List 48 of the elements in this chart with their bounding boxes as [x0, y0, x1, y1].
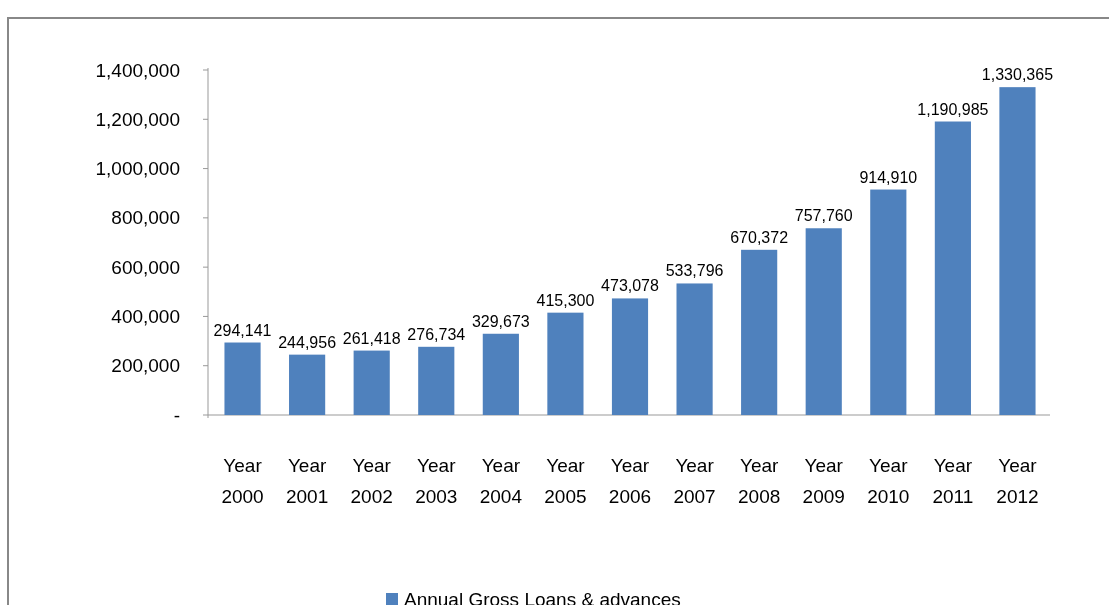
bar [482, 333, 519, 415]
bar [870, 189, 907, 415]
y-tick-label: 200,000 [111, 355, 180, 377]
x-tick-label: Year 2004 [479, 455, 523, 507]
bar [805, 228, 842, 415]
text: 473,078 [601, 277, 659, 295]
legend-label: Annual Gross Loans & advances [404, 588, 681, 605]
x-tick-label: Year 2012 [996, 455, 1039, 507]
bar [289, 354, 326, 415]
text: 670,372 [730, 228, 789, 246]
bar [934, 121, 971, 415]
text: 914,910 [859, 168, 918, 186]
x-tick-label: Year 2007 [673, 455, 716, 507]
y-tick-label: 1,000,000 [95, 158, 180, 180]
x-tick-label: Year 2005 [544, 455, 587, 507]
x-tick-label: Year 2000 [221, 455, 264, 507]
text: 415,300 [536, 291, 595, 309]
y-tick-label: 800,000 [111, 207, 180, 229]
text: 294,141 [213, 321, 272, 339]
text: 1,190,985 [917, 100, 989, 118]
text: 244,956 [278, 333, 337, 351]
bar [999, 87, 1036, 415]
x-tick-label: Year 2001 [285, 455, 329, 507]
x-tick-label: Year 2009 [802, 455, 845, 507]
bar [224, 342, 261, 415]
y-tick-label: 1,400,000 [95, 59, 180, 81]
x-tick-label: Year 2006 [608, 455, 652, 507]
y-tick-label: 400,000 [111, 305, 180, 327]
text: 757,760 [794, 207, 853, 225]
bar [547, 312, 584, 415]
y-tick-label: - [173, 404, 180, 426]
bar [353, 350, 390, 415]
bar [741, 249, 778, 415]
y-tick-label: 1,200,000 [95, 108, 180, 130]
x-tick-label: Year 2010 [867, 455, 910, 507]
x-tick-label: Year 2002 [350, 455, 393, 507]
text: 261,418 [342, 329, 401, 347]
text: 276,734 [407, 325, 466, 343]
x-tick-label: Year 2008 [738, 455, 781, 507]
text: 329,673 [471, 312, 530, 330]
x-tick-label: Year 2011 [932, 455, 974, 507]
text: 1,330,365 [981, 66, 1054, 84]
bar [418, 346, 455, 415]
x-tick-label: Year 2003 [415, 455, 458, 507]
y-tick-label: 600,000 [111, 256, 180, 278]
bar [611, 298, 649, 415]
text: 533,796 [665, 262, 724, 280]
bar [676, 283, 713, 415]
